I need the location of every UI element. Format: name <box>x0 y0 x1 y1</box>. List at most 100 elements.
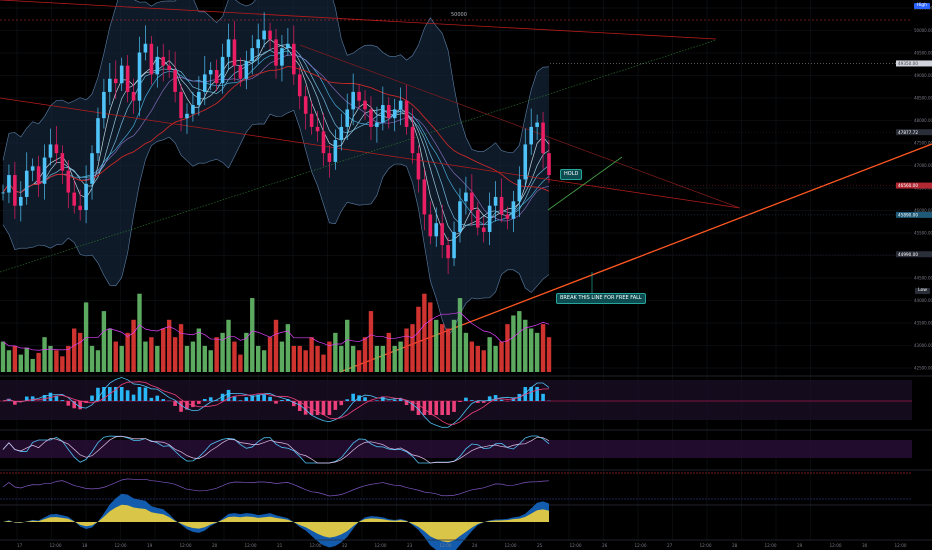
volume-bar <box>422 293 427 372</box>
volume-bar <box>439 324 445 372</box>
price-axis-label: 46000.00 <box>914 208 932 213</box>
price-axis-label: 47500.00 <box>914 141 932 146</box>
price-axis-label: 47000.00 <box>914 163 932 168</box>
candle-body <box>161 56 166 66</box>
volume-bar <box>202 345 207 372</box>
price-tag-bg <box>896 251 932 258</box>
macd-histogram-bar <box>392 399 397 401</box>
macd-histogram-bar <box>446 401 450 415</box>
macd-histogram-bar <box>13 401 17 405</box>
candle-body <box>470 192 474 211</box>
price-tag-label: 44990.00 <box>898 252 918 257</box>
time-axis-label: 12:00 <box>310 543 322 548</box>
candle-body <box>232 39 237 66</box>
macd-histogram-bar <box>303 401 308 415</box>
candle-body <box>125 65 130 92</box>
time-axis-label: 12:00 <box>245 543 257 548</box>
candle-body <box>434 223 439 237</box>
candle-body <box>464 192 468 202</box>
time-axis-label: 12:00 <box>50 543 62 548</box>
price-tag-bg <box>896 129 932 136</box>
volume-bar <box>214 337 219 372</box>
price-tag-bg <box>896 182 932 189</box>
price-axis-label: 42500.00 <box>914 366 932 371</box>
candle-body <box>386 105 391 119</box>
macd-histogram-bar <box>179 401 183 412</box>
candle-body <box>7 175 11 193</box>
candle-body <box>24 170 29 197</box>
volume-bar <box>499 341 504 372</box>
volume-bar <box>161 328 166 372</box>
macd-histogram-bar <box>422 401 427 415</box>
volume-bar <box>303 350 308 372</box>
price-axis-label: 43500.00 <box>914 321 932 326</box>
volume-bar <box>77 332 83 372</box>
macd-histogram-bar <box>238 400 243 401</box>
volume-bar <box>101 311 107 372</box>
volume-bar <box>528 328 534 372</box>
hold-annotation[interactable]: HOLD <box>560 169 583 180</box>
price-tag-label: 49350.00 <box>898 61 918 66</box>
candle-body <box>268 30 272 40</box>
candle-body <box>220 56 225 84</box>
bollinger-upper <box>2 0 550 161</box>
candle-body <box>523 144 528 180</box>
macd-histogram-bar <box>208 397 213 401</box>
volume-bar <box>350 345 356 372</box>
macd-histogram-bar <box>42 395 47 401</box>
macd-histogram-bar <box>131 394 136 401</box>
price-tag-bg <box>896 60 932 67</box>
macd-histogram-bar <box>440 401 444 415</box>
candle-body <box>66 170 71 193</box>
macd-histogram-bar <box>30 396 35 401</box>
candle-body <box>404 100 409 127</box>
macd-histogram-bar <box>125 390 130 401</box>
candle-body <box>345 109 350 127</box>
macd-signal-line <box>2 381 550 425</box>
time-axis-label: 29 <box>797 543 803 548</box>
candle-body <box>179 91 183 119</box>
macd-histogram-bar <box>309 401 314 415</box>
volume-bar <box>333 332 338 372</box>
macd-histogram-bar <box>102 387 106 401</box>
volume-bar <box>172 337 178 372</box>
volume-bar <box>255 345 261 372</box>
price-axis-label: 49000.00 <box>914 73 932 78</box>
macd-histogram-bar <box>315 401 320 415</box>
candle-body <box>191 105 195 114</box>
price-axis-label: 44500.00 <box>914 276 932 281</box>
candle-body <box>499 196 504 215</box>
candle-body <box>36 166 41 184</box>
macd-histogram-bar <box>529 387 533 401</box>
macd-histogram-bar <box>78 401 82 410</box>
volume-bar <box>95 350 101 372</box>
break-line-annotation[interactable]: BREAK THIS LINE FOR FREE FALL <box>556 293 646 304</box>
macd-histogram-bar <box>398 398 403 401</box>
macd-histogram-bar <box>339 401 344 406</box>
candle-body <box>351 91 355 110</box>
macd-histogram-bar <box>66 401 71 406</box>
candle-body <box>517 179 522 202</box>
volume-bar <box>327 341 332 372</box>
volume-bar <box>166 319 172 372</box>
time-axis-label: 17 <box>17 543 23 548</box>
price-axis-label: 43000.00 <box>914 343 932 348</box>
price-tag-label: 46560.00 <box>898 183 918 188</box>
time-axis-label: 12:00 <box>895 543 907 548</box>
stoch-d-line <box>2 435 550 464</box>
time-axis-label: 24 <box>472 543 478 548</box>
high-marker: High <box>913 3 930 9</box>
time-axis-label: 28 <box>732 543 738 548</box>
volume-bar <box>238 354 243 372</box>
candle-body <box>446 245 450 259</box>
volume-bar <box>475 345 480 372</box>
macd-histogram-bar <box>191 401 195 408</box>
volume-bar <box>30 358 35 372</box>
volume-bar <box>143 341 148 372</box>
macd-histogram-bar <box>250 395 255 401</box>
volume-bar <box>493 345 498 372</box>
candle-body <box>149 43 154 75</box>
volume-bar <box>279 341 285 372</box>
volume-bar <box>232 341 237 372</box>
